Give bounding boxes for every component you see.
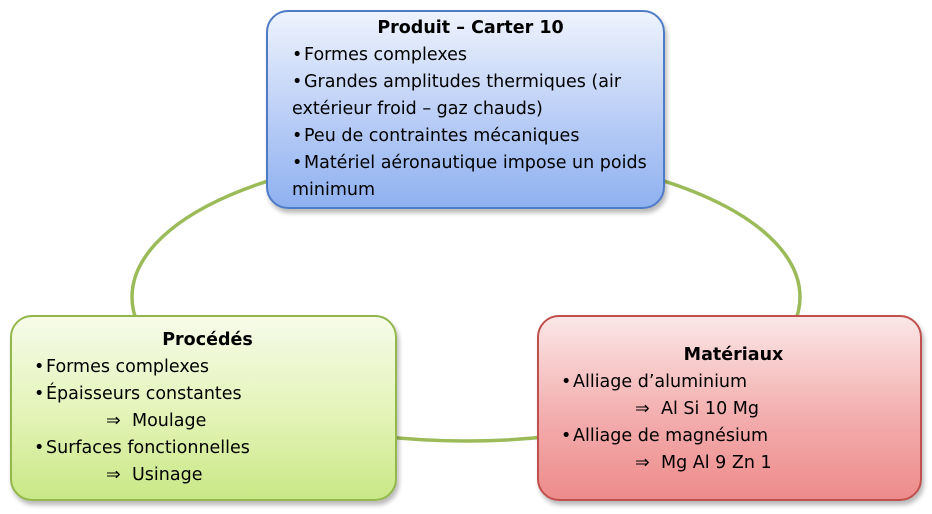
- produit-item: •Grandes amplitudes thermiques (air exté…: [292, 69, 649, 123]
- procedes-result: ⇒ Usinage: [34, 462, 381, 489]
- bullet-icon: •: [292, 126, 303, 146]
- bullet-icon: •: [34, 438, 45, 458]
- bullet-icon: •: [292, 153, 303, 173]
- bullet-icon: •: [34, 384, 45, 404]
- bullet-icon: •: [292, 72, 303, 92]
- produit-item: •Matériel aéronautique impose un poids m…: [292, 150, 649, 204]
- bullet-icon: •: [561, 426, 572, 446]
- implies-arrow-icon: ⇒: [106, 465, 121, 485]
- bullet-icon: •: [34, 357, 45, 377]
- procedes-item: •Surfaces fonctionnelles: [34, 435, 381, 462]
- produit-title: Produit – Carter 10: [377, 18, 564, 38]
- materiaux-title: Matériaux: [683, 345, 784, 365]
- materiaux-box: Matériaux •Alliage d’aluminium ⇒ Al Si 10…: [537, 315, 922, 501]
- materiaux-item: •Alliage d’aluminium: [561, 369, 906, 396]
- implies-arrow-icon: ⇒: [635, 399, 650, 419]
- materiaux-result: ⇒ Mg Al 9 Zn 1: [561, 450, 906, 477]
- produit-item: •Formes complexes: [292, 42, 649, 69]
- procedes-title: Procédés: [162, 330, 253, 350]
- procedes-result: ⇒ Moulage: [34, 408, 381, 435]
- produit-item: •Peu de contraintes mécaniques: [292, 123, 649, 150]
- materiaux-result: ⇒ Al Si 10 Mg: [561, 396, 906, 423]
- materiaux-item: •Alliage de magnésium: [561, 423, 906, 450]
- implies-arrow-icon: ⇒: [106, 411, 121, 431]
- procedes-item: •Formes complexes: [34, 354, 381, 381]
- bullet-icon: •: [292, 45, 303, 65]
- procedes-box: Procédés •Formes complexes •Épaisseurs c…: [10, 315, 397, 501]
- produit-box: Produit – Carter 10 •Formes complexes •G…: [266, 10, 665, 209]
- implies-arrow-icon: ⇒: [635, 453, 650, 473]
- bullet-icon: •: [561, 372, 572, 392]
- procedes-item: •Épaisseurs constantes: [34, 381, 381, 408]
